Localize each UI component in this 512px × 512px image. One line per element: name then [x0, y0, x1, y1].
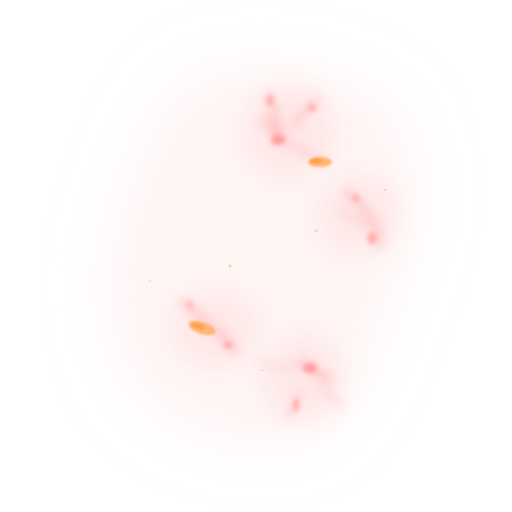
- bright-knots: [188, 157, 332, 336]
- specks: [149, 189, 386, 371]
- filament-detail: [186, 94, 377, 412]
